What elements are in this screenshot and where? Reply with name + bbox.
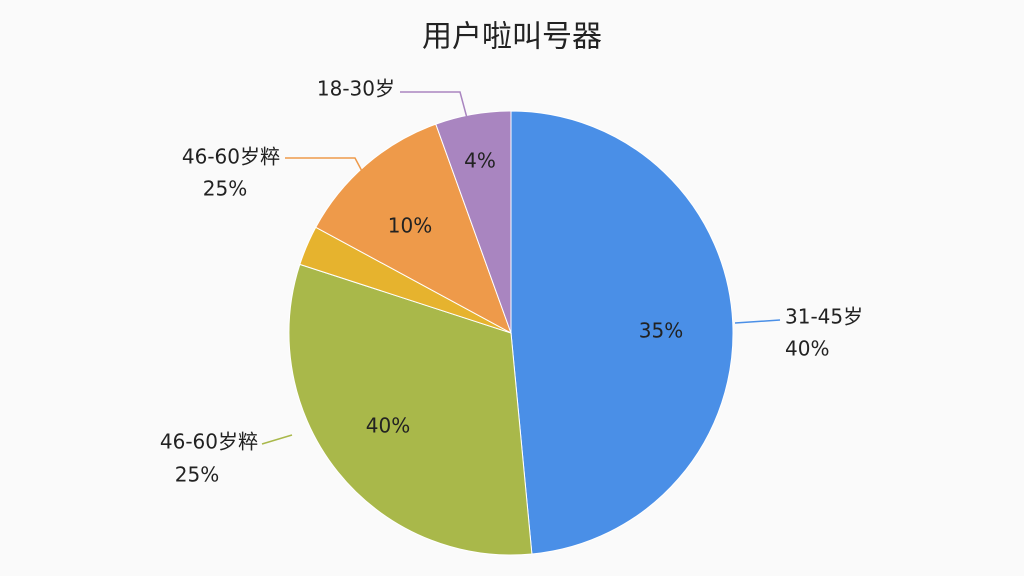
category-label: 46-60岁粹: [182, 145, 280, 169]
pie-slice: [435, 110, 512, 334]
leader-line: [285, 157, 373, 191]
leader-line: [400, 91, 468, 119]
category-label: 18-30岁: [317, 77, 395, 101]
category-label: 31-45岁: [785, 305, 863, 329]
slice-label: 10%: [388, 214, 432, 238]
value-label: 40%: [785, 337, 829, 361]
pie-slice: [510, 110, 734, 555]
chart-title: 用户啦叫号器: [422, 20, 602, 55]
leader-line: [261, 434, 293, 445]
slice-label: 40%: [366, 414, 410, 438]
slice-label: 4%: [464, 149, 496, 173]
value-label: 25%: [175, 463, 219, 487]
leader-line: [734, 319, 781, 324]
category-label: 46-60岁粹: [160, 430, 258, 454]
pie-slice: [288, 263, 533, 556]
slice-label: 35%: [639, 319, 683, 343]
value-label: 25%: [203, 177, 247, 201]
